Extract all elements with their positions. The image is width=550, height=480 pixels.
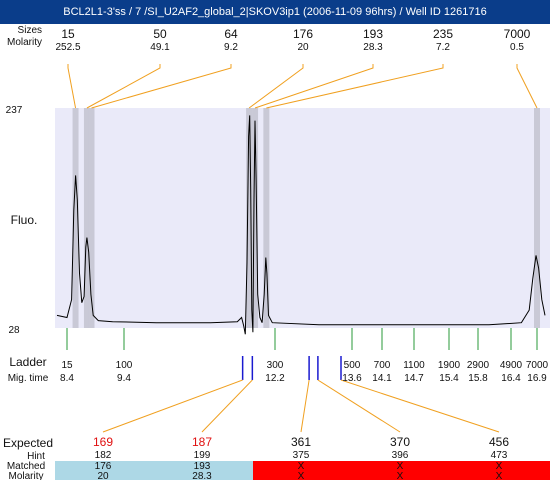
ladder-time-label: 12.2: [265, 373, 285, 384]
peak-molarity-label: 28.3: [363, 42, 383, 53]
ladder-label: Ladder: [9, 355, 46, 369]
ladder-time-label: 14.7: [404, 373, 424, 384]
hint-size-label: 375: [293, 450, 310, 461]
expected-size-label: 361: [291, 435, 311, 449]
matched-label: Matched: [7, 461, 45, 472]
peak-size-label: 7000: [504, 27, 531, 41]
hint-size-label: 182: [95, 450, 112, 461]
matched-size-value: X: [397, 461, 404, 472]
ladder-size-label: 1900: [438, 360, 461, 371]
expected-callout-line: [300, 379, 310, 433]
ladder-size-label: 500: [344, 360, 361, 371]
matched-molarity-value: 28.3: [192, 471, 212, 480]
expected-callout-line: [102, 379, 243, 433]
hint-size-label: 473: [491, 450, 508, 461]
matched-molarity-value: X: [496, 471, 503, 480]
matched-molarity-value: X: [298, 471, 305, 480]
ladder-time-label: 15.4: [439, 373, 459, 384]
peak-size-label: 50: [153, 27, 167, 41]
window-title: BCL2L1-3'ss / 7 /SI_U2AF2_global_2|SKOV3…: [0, 0, 550, 24]
ladder-size-label: 7000: [526, 360, 549, 371]
unmatched-bar: [253, 461, 550, 480]
ladder-size-label: 4900: [500, 360, 523, 371]
peak-size-label: 235: [433, 27, 453, 41]
expected-label: Expected: [3, 436, 53, 450]
molarity-bottom-label: Molarity: [8, 471, 43, 480]
peak-size-label: 15: [61, 27, 75, 41]
matched-size-value: X: [496, 461, 503, 472]
peak-callout-line: [67, 64, 77, 109]
peak-size-label: 64: [224, 27, 238, 41]
peak-callout-line: [91, 64, 232, 109]
expected-size-label: 187: [192, 435, 212, 449]
peak-callout-line: [248, 64, 304, 109]
peak-band: [534, 108, 540, 328]
peak-molarity-label: 7.2: [436, 42, 450, 53]
matched-size-value: 193: [194, 461, 211, 472]
matched-size-value: 176: [95, 461, 112, 472]
y-tick-bottom: 28: [8, 325, 20, 336]
peak-size-label: 193: [363, 27, 383, 41]
matched-molarity-value: X: [397, 471, 404, 480]
ladder-time-label: 14.1: [372, 373, 392, 384]
expected-callout-line: [201, 379, 253, 433]
matched-bar: [55, 461, 253, 480]
matched-molarity-value: 20: [97, 471, 109, 480]
expected-size-label: 169: [93, 435, 113, 449]
ladder-size-label: 15: [61, 360, 73, 371]
peak-callout-line: [516, 64, 538, 109]
plot-area: [55, 108, 550, 328]
hint-size-label: 396: [392, 450, 409, 461]
peak-band: [83, 108, 90, 328]
expected-size-label: 370: [390, 435, 410, 449]
peak-sizes-label: Sizes: [18, 25, 42, 36]
ladder-size-label: 700: [374, 360, 391, 371]
ladder-time-label: 13.6: [342, 373, 362, 384]
peak-molarity-label: 49.1: [150, 42, 170, 53]
ladder-size-label: 1100: [403, 360, 425, 371]
peak-molarity-label: 9.2: [224, 42, 238, 53]
peak-band: [246, 108, 253, 328]
mig-time-label: Mig. time: [8, 373, 49, 384]
ladder-size-label: 2900: [467, 360, 490, 371]
peak-molarity-label: 20: [297, 42, 309, 53]
expected-callout-line: [340, 379, 500, 433]
peak-molarity-label: 0.5: [510, 42, 524, 53]
ladder-size-label: 100: [116, 360, 133, 371]
hint-size-label: 199: [194, 450, 211, 461]
fluorescence-trace: [56, 115, 546, 335]
peak-band: [252, 108, 259, 328]
peak-callout-line: [86, 64, 161, 109]
peak-size-label: 176: [293, 27, 313, 41]
peak-callout-line: [254, 64, 374, 109]
peak-molarity-row-label: Molarity: [7, 37, 42, 48]
expected-callout-line: [317, 379, 401, 433]
ladder-time-label: 15.8: [468, 373, 488, 384]
ladder-time-label: 8.4: [60, 373, 74, 384]
peak-band: [263, 108, 270, 328]
y-tick-top: 237: [6, 105, 23, 116]
ladder-time-label: 9.4: [117, 373, 131, 384]
expected-size-label: 456: [489, 435, 509, 449]
peak-band: [72, 108, 79, 328]
ladder-time-label: 16.9: [527, 373, 547, 384]
peak-band: [88, 108, 95, 328]
y-axis-label: Fluo.: [11, 213, 38, 227]
hint-label: Hint: [27, 451, 45, 462]
peak-callout-line: [266, 64, 444, 109]
matched-size-value: X: [298, 461, 305, 472]
ladder-size-label: 300: [267, 360, 284, 371]
peak-molarity-label: 252.5: [55, 42, 80, 53]
ladder-time-label: 16.4: [501, 373, 521, 384]
